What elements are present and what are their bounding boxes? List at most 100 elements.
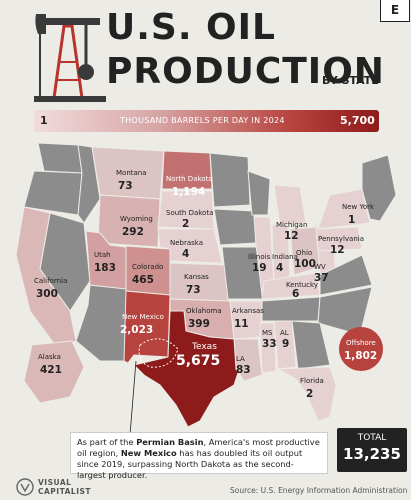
- state-value-arkansas: 11: [234, 318, 249, 330]
- state-name-wv: WV: [314, 263, 326, 271]
- state-value-nebraska: 4: [182, 248, 189, 260]
- state-shape-new-mexico: [123, 290, 171, 364]
- title-line-1: U.S. OIL: [106, 7, 276, 48]
- footer-brand-line-2: CAPITALIST: [38, 487, 92, 496]
- callout-bold-a: Permian Basin: [136, 437, 204, 447]
- state-name-south-dakota: South Dakota: [166, 209, 213, 217]
- legend-scale-label: THOUSAND BARRELS PER DAY IN 2024: [120, 116, 285, 125]
- callout-text-c: has has doubled its oil output since 201…: [77, 448, 303, 480]
- state-shape-arkansas: [229, 300, 263, 340]
- state-shape-wisconsin: [247, 170, 271, 216]
- state-name-nebraska: Nebraska: [170, 239, 203, 247]
- state-value-california: 300: [36, 288, 58, 300]
- state-name-alaska: Alaska: [38, 353, 61, 361]
- state-shape-wyoming: [97, 194, 161, 248]
- state-value-illinois: 19: [252, 262, 267, 274]
- state-value-north-dakota: 1,194: [172, 186, 205, 198]
- state-value-michigan: 12: [284, 230, 299, 242]
- total-label: TOTAL: [357, 433, 387, 443]
- state-name-ms: MS: [262, 329, 273, 337]
- state-value-alaska: 421: [40, 364, 62, 376]
- state-value-indiana: 4: [276, 262, 283, 274]
- state-value-utah: 183: [94, 262, 116, 274]
- state-name-wyoming: Wyoming: [120, 215, 153, 223]
- offshore-name: Offshore: [346, 339, 376, 347]
- state-name-illinois: Illinois: [248, 253, 271, 261]
- state-shape-virginia: [319, 254, 373, 296]
- state-shape-new-york: [317, 188, 371, 230]
- state-value-montana: 73: [118, 180, 133, 192]
- state-shape-iowa: [213, 208, 257, 246]
- state-name-texas: Texas: [191, 342, 217, 352]
- state-name-california: California: [34, 277, 67, 285]
- legend-max-label: 5,700: [340, 114, 375, 127]
- state-value-colorado: 465: [132, 274, 154, 286]
- state-name-new-york: New York: [342, 203, 375, 211]
- state-value-ms: 33: [262, 338, 277, 350]
- total-value: 13,235: [343, 445, 401, 463]
- state-value-new-york: 1: [348, 214, 355, 226]
- state-shape-washington: [37, 142, 83, 174]
- state-name-al: AL: [280, 329, 289, 337]
- visual-capitalist-logo-icon: [16, 478, 34, 496]
- state-shape-louisiana: [233, 338, 263, 382]
- brand-mark: E: [380, 0, 410, 22]
- state-shape-tennessee: [261, 296, 321, 322]
- state-shape-oregon: [23, 170, 83, 216]
- state-shape-texas: [133, 310, 241, 428]
- state-name-montana: Montana: [116, 169, 147, 177]
- state-name-kansas: Kansas: [184, 273, 209, 281]
- state-shape-florida: [276, 366, 337, 422]
- state-value-ohio: 100: [294, 258, 316, 270]
- legend-min-label: 1: [40, 114, 48, 127]
- legend-bar: [34, 110, 379, 132]
- permian-callout: As part of the Permian Basin, America's …: [70, 432, 328, 480]
- oil-pump-icon: [34, 14, 106, 102]
- state-shape-nebraska: [157, 228, 223, 264]
- state-value-wyoming: 292: [122, 226, 144, 238]
- permian-basin-outline: [138, 338, 179, 368]
- state-shape-minnesota: [209, 152, 251, 208]
- title-suffix: BY STATE: [322, 74, 379, 87]
- state-name-colorado: Colorado: [132, 263, 163, 271]
- state-shape-north-dakota: [161, 150, 213, 190]
- state-value-kentucky: 6: [292, 288, 299, 300]
- offshore-value: 1,802: [344, 350, 377, 362]
- state-value-oklahoma: 399: [188, 318, 210, 330]
- state-name-michigan: Michigan: [276, 221, 307, 229]
- state-value-la: 83: [236, 364, 251, 376]
- state-shape-pennsylvania: [315, 226, 363, 252]
- state-value-texas: 5,675: [176, 353, 220, 369]
- state-shape-mississippi: [259, 322, 277, 374]
- state-value-al: 9: [282, 338, 289, 350]
- state-name-north-dakota: North Dakota: [166, 175, 213, 183]
- state-value-wv: 37: [314, 272, 329, 284]
- state-shape-arizona: [75, 284, 129, 362]
- state-name-la: LA: [236, 355, 245, 363]
- state-name-florida: Florida: [300, 377, 324, 385]
- state-shape-alaska: [23, 340, 85, 404]
- callout-text-a: As part of the: [77, 437, 137, 447]
- state-name-arkansas: Arkansas: [232, 307, 264, 315]
- state-name-indiana: Indiana: [272, 253, 298, 261]
- callout-connector: [129, 360, 137, 435]
- footer-source: Source: U.S. Energy Information Administ…: [230, 486, 408, 495]
- state-value-south-dakota: 2: [182, 218, 189, 230]
- state-name-oklahoma: Oklahoma: [186, 307, 222, 315]
- state-shape-georgia: [291, 320, 331, 370]
- title-line-2: PRODUCTION: [106, 51, 385, 92]
- state-value-kansas: 73: [186, 284, 201, 296]
- state-name-utah: Utah: [94, 251, 111, 259]
- state-value-new-mexico: 2,023: [120, 324, 153, 336]
- state-name-kentucky: Kentucky: [286, 281, 318, 289]
- callout-bold-b: New Mexico: [120, 448, 177, 458]
- total-box: TOTAL 13,235: [337, 428, 407, 472]
- state-shape-michigan: [273, 184, 307, 226]
- footer-brand: VISUAL CAPITALIST: [38, 478, 91, 496]
- state-value-pennsylvania: 12: [330, 244, 345, 256]
- state-name-new-mexico: New Mexico: [122, 313, 164, 321]
- state-shape-california: [15, 206, 77, 350]
- state-shape-new-england: [361, 154, 397, 222]
- state-name-pennsylvania: Pennsylvania: [318, 235, 364, 243]
- state-name-ohio: Ohio: [296, 249, 312, 257]
